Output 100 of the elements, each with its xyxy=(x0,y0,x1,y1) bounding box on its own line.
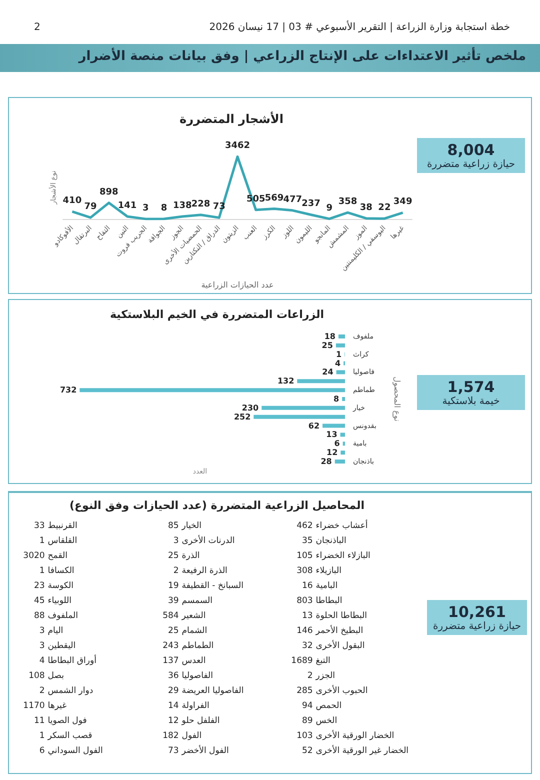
data-label: 25 xyxy=(166,550,180,560)
data-label: 94 xyxy=(300,700,314,710)
data-label: 3 xyxy=(38,640,46,650)
data-label: 1 xyxy=(38,730,46,740)
text: حيازة زراعية متضررة xyxy=(426,159,516,170)
category-label: الحبوب الأخرى xyxy=(316,686,369,696)
category-label: الخضار غير الورقية الأخرى xyxy=(316,746,410,756)
text: ملخص تأثير الاعتداءات على الإنتاج الزراعي | وفق بيانات منصة الأضرار xyxy=(78,49,526,64)
data-label: 12 xyxy=(166,716,180,726)
category-label: الطماطم xyxy=(182,640,215,650)
category-label: بصل xyxy=(48,670,65,680)
data-label: 32 xyxy=(300,640,314,650)
data-label: 1170 xyxy=(22,700,46,710)
category-label: أعشاب خضراء xyxy=(316,520,369,530)
category-label: البطيخ الأحمر xyxy=(316,626,364,636)
data-label: 584 xyxy=(162,610,180,620)
data-label: 28 xyxy=(320,457,332,466)
category-label: اليام xyxy=(48,626,64,636)
data-label: 13 xyxy=(326,430,338,440)
category-label: الذرة xyxy=(182,550,201,560)
category-label: الفاصوليا العريضة xyxy=(182,686,245,696)
data-label: 24 xyxy=(322,368,334,377)
category-label: اليقطين xyxy=(48,640,77,650)
data-label: 1689 xyxy=(290,656,314,666)
data-label: 138 xyxy=(172,201,192,212)
data-label: 11 xyxy=(32,716,46,726)
category-label: الفراولة xyxy=(182,700,210,710)
category-label: السبانخ - القطيفة xyxy=(182,580,244,590)
text: 1,574 xyxy=(446,378,496,396)
data-label: 182 xyxy=(162,730,180,740)
category-label: القلقاس xyxy=(48,536,78,546)
category-label: اللوبياء xyxy=(48,596,72,606)
data-label: 137 xyxy=(162,656,180,666)
text: المحاصيل الزراعية المتضررة (عدد الحيازات وفق النوع) xyxy=(68,499,366,512)
category-label: الفول xyxy=(182,730,203,740)
bar xyxy=(334,460,345,464)
data-label: 2 xyxy=(172,566,180,576)
data-label: 4 xyxy=(334,358,341,368)
category-label: البازلاء الخضراء xyxy=(316,550,372,560)
data-label: 25 xyxy=(322,340,334,350)
data-label: 146 xyxy=(296,626,314,636)
data-label: 141 xyxy=(118,200,137,211)
y-axis-title: نوع المحصول xyxy=(392,376,402,422)
data-label: 243 xyxy=(162,640,180,650)
bar xyxy=(262,406,345,410)
category-label: السمسم xyxy=(182,596,214,606)
data-label: 132 xyxy=(277,376,294,386)
category-label: البقول الأخرى xyxy=(316,640,366,650)
data-label: 3 xyxy=(142,203,149,214)
data-label: 45 xyxy=(32,596,46,606)
data-label: 803 xyxy=(296,596,314,606)
data-label: 8 xyxy=(160,203,168,214)
data-label: 732 xyxy=(60,386,77,395)
data-label: 62 xyxy=(308,421,320,430)
bar xyxy=(297,379,345,384)
data-label: 3462 xyxy=(224,141,250,152)
data-label: 898 xyxy=(100,187,118,198)
data-label: 88 xyxy=(32,610,46,620)
data-label: 85 xyxy=(166,520,180,530)
category-label: الفول السوداني xyxy=(48,746,104,756)
data-label: 25 xyxy=(166,626,180,636)
category-label: قصب السكر xyxy=(48,730,94,740)
data-label: 6 xyxy=(334,439,340,448)
data-label: 285 xyxy=(296,686,314,696)
data-label: 18 xyxy=(324,332,336,341)
data-label: 462 xyxy=(296,520,314,530)
category-label: الخيار xyxy=(182,520,202,530)
data-label: 4 xyxy=(38,656,46,666)
data-label: 3 xyxy=(38,626,46,636)
data-label: 29 xyxy=(166,686,180,696)
data-label: 12 xyxy=(326,448,338,458)
category-label: القمح xyxy=(48,550,68,560)
data-label: 14 xyxy=(166,700,180,710)
category-label: الملفوف xyxy=(48,610,79,620)
data-label: 105 xyxy=(296,550,314,560)
category-label: البطاطا xyxy=(316,596,344,606)
data-label: 23 xyxy=(32,580,46,590)
category-label: الخس xyxy=(316,716,338,726)
chart-title: الزراعات المتضررة في الخيم البلاستكية xyxy=(110,308,324,321)
category-label: البازيلاء xyxy=(316,566,342,576)
category-label: الباذنجان xyxy=(316,536,348,546)
category-label: البامية xyxy=(316,580,339,590)
data-label: 36 xyxy=(166,670,180,680)
data-label: 6 xyxy=(38,746,46,756)
data-label: 477 xyxy=(283,194,302,205)
category-label: البطاطا الحلوة xyxy=(316,610,368,620)
data-label: 1 xyxy=(38,566,46,576)
data-label: 3 xyxy=(172,536,180,546)
data-label: 230 xyxy=(242,403,260,412)
data-label: 108 xyxy=(28,670,46,680)
bar xyxy=(254,414,345,419)
data-label: 3020 xyxy=(22,550,46,560)
category-label: الذرة الرفيعة xyxy=(182,566,228,576)
category-label: الجزر xyxy=(316,670,336,680)
data-label: 35 xyxy=(300,536,314,546)
text: خطة استجابة وزارة الزراعة | التقرير الأسبوعي # 03 | 17 نيسان 2026 xyxy=(209,22,510,33)
data-label: 73 xyxy=(166,746,180,756)
text: 8,004 xyxy=(446,141,496,159)
text: 10,261 xyxy=(447,603,507,621)
category-label: القرنبيط xyxy=(48,520,78,530)
